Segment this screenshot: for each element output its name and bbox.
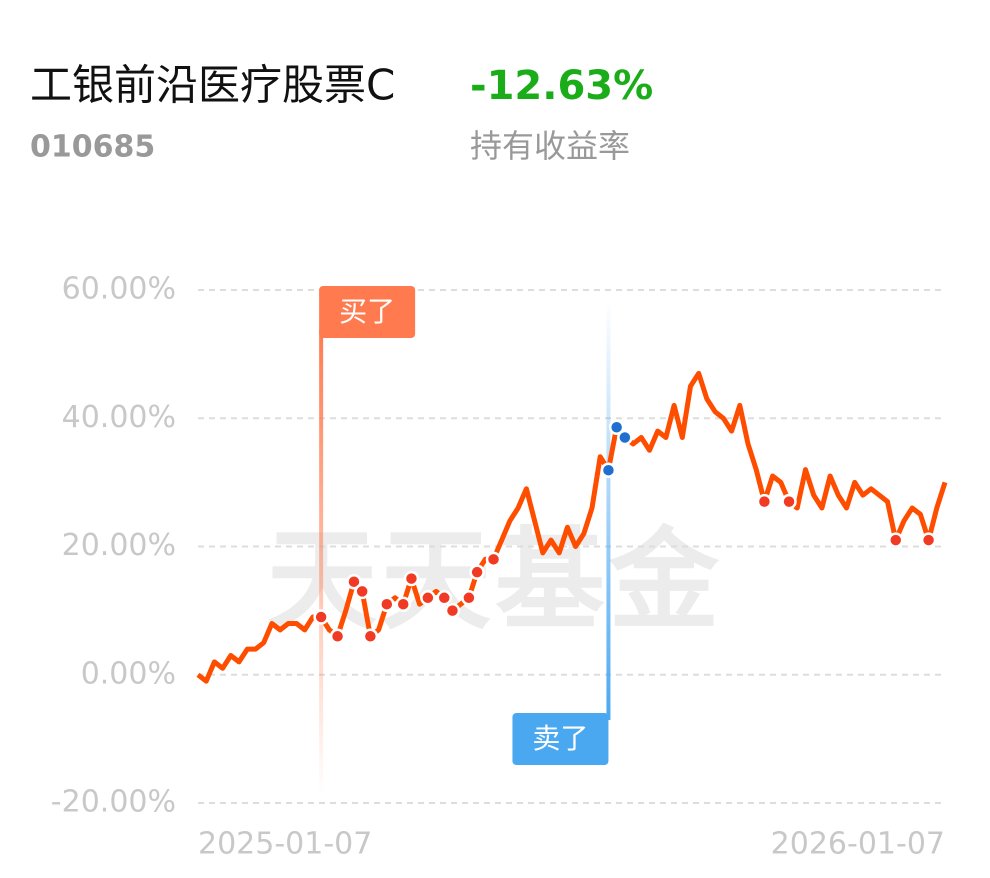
sell-point (617, 429, 633, 446)
y-tick-label: 20.00% (62, 528, 176, 563)
x-tick-label: 2026-01-07 (771, 827, 945, 862)
y-tick-label: -20.00% (51, 785, 176, 820)
buy-point (444, 602, 461, 619)
sell-line (606, 300, 611, 720)
return-label: 持有收益率 (470, 127, 630, 165)
sell-point (608, 419, 625, 435)
return-value: -12.63% (470, 63, 653, 109)
y-tick-label: 0.00% (81, 656, 176, 691)
buy-point (485, 551, 502, 568)
buy-point (420, 590, 436, 606)
buy-point (362, 628, 379, 645)
buy-point (920, 532, 937, 548)
buy-point (756, 493, 773, 510)
buy-point (403, 570, 420, 587)
fund-title: 工银前沿医疗股票C (30, 61, 395, 110)
buy-point (469, 564, 485, 580)
buy-point (395, 596, 411, 612)
buy-flag (319, 286, 416, 338)
x-tick-label: 2025-01-07 (198, 827, 372, 862)
buy-point (436, 590, 453, 606)
buy-point (346, 574, 362, 590)
buy-point (781, 493, 797, 510)
buy-flag-label: 买了 (339, 295, 395, 328)
fund-code: 010685 (30, 130, 155, 165)
buy-point (354, 583, 370, 600)
sell-flag (512, 713, 609, 765)
buy-line (319, 330, 324, 795)
watermark: 天天基金 (267, 516, 723, 644)
buy-point (329, 628, 346, 645)
buy-point (313, 609, 329, 625)
sell-point (600, 462, 617, 478)
buy-point (887, 532, 904, 548)
y-tick-label: 40.00% (62, 400, 176, 435)
sell-flag-label: 卖了 (532, 722, 588, 755)
buy-point (461, 590, 477, 606)
y-tick-label: 60.00% (62, 272, 176, 307)
buy-point (379, 596, 395, 612)
